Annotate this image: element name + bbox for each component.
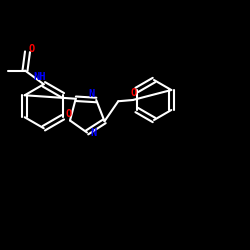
Text: N: N — [90, 128, 96, 138]
Text: O: O — [28, 44, 34, 54]
Text: NH: NH — [34, 72, 46, 82]
Text: N: N — [88, 89, 94, 99]
Text: O: O — [66, 109, 72, 119]
Text: O: O — [131, 88, 137, 98]
